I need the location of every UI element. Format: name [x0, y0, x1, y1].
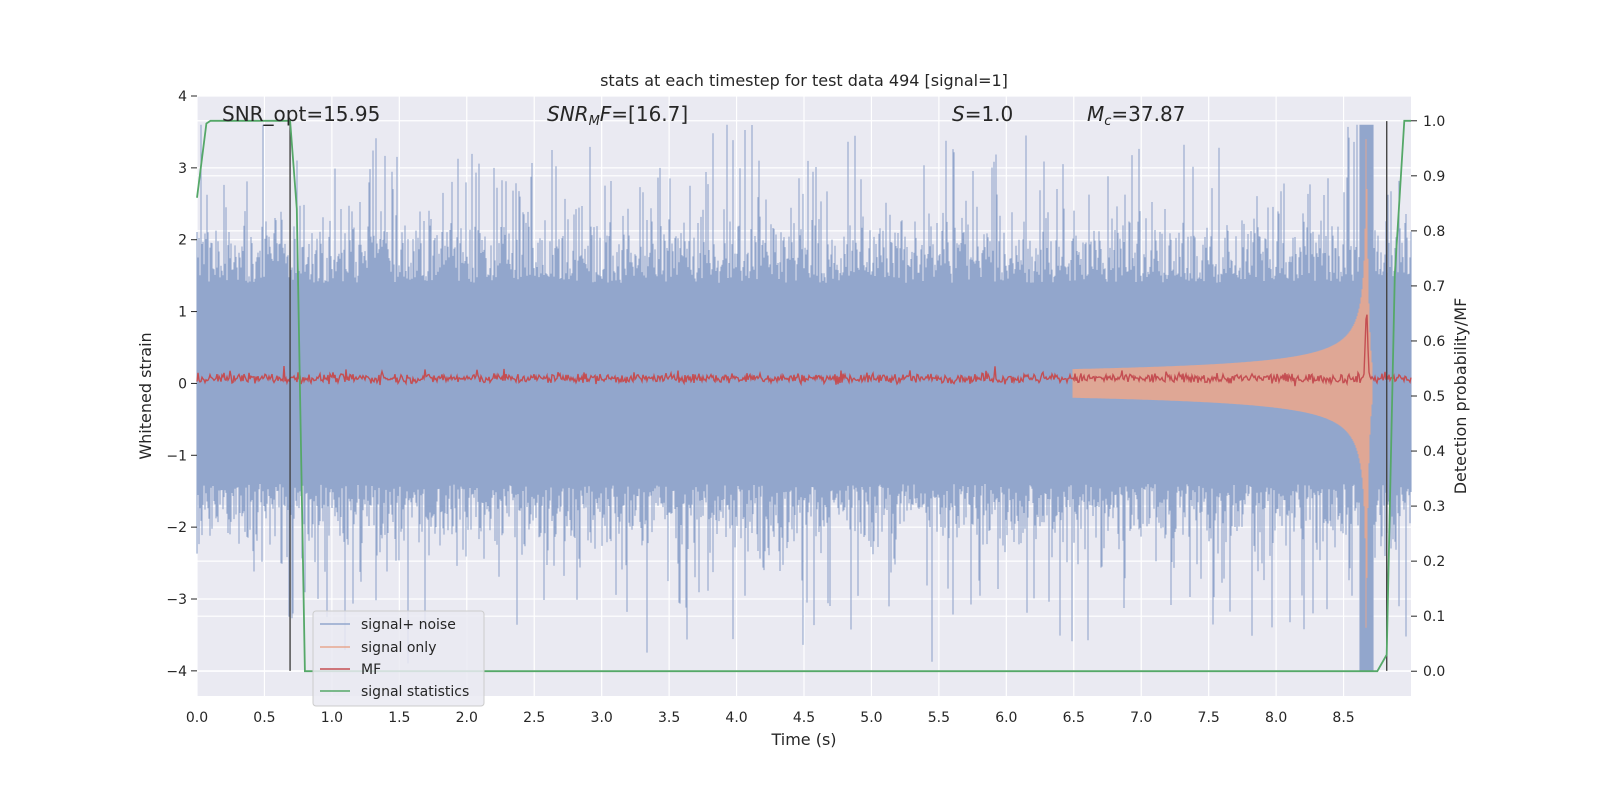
y-tick-label: 1 — [178, 305, 187, 321]
x-tick-label: 8.0 — [1265, 710, 1287, 726]
y-tick-label: 4 — [178, 89, 187, 105]
y-ticks: 4 3 2 1 0 −1 −2 −3 −4 — [166, 89, 197, 680]
snr-mf-subscript: M — [589, 114, 600, 129]
chart-title: stats at each timestep for test data 494… — [600, 71, 1008, 90]
s-value: =1.0 — [965, 102, 1014, 126]
annotation-s: S=1.0 — [952, 102, 1013, 126]
y-right-ticks: 1.0 0.9 0.8 0.7 0.6 0.5 0.4 0.3 0.2 0.1 0.0 — [1411, 114, 1445, 680]
y-right-tick-label: 0.9 — [1423, 169, 1445, 185]
y-tick-label: −3 — [166, 592, 187, 608]
y-right-tick-label: 0.2 — [1423, 554, 1445, 570]
x-tick-label: 5.5 — [928, 710, 950, 726]
x-tick-label: 1.5 — [388, 710, 410, 726]
x-tick-label: 5.0 — [860, 710, 882, 726]
y-right-axis-label: Detection probability/MF — [1451, 298, 1470, 495]
annotation-mc: Mc=37.87 — [1087, 102, 1185, 129]
x-tick-label: 0.0 — [186, 710, 208, 726]
y-right-tick-label: 0.0 — [1423, 664, 1445, 680]
y-tick-label: 0 — [178, 376, 187, 392]
series-mf — [196, 314, 1412, 387]
x-tick-label: 3.5 — [658, 710, 680, 726]
x-tick-label: 6.5 — [1063, 710, 1085, 726]
y-tick-label: 2 — [178, 233, 187, 249]
y-tick-label: −4 — [166, 664, 187, 680]
mc-subscript: c — [1104, 114, 1111, 129]
x-tick-label: 7.0 — [1130, 710, 1152, 726]
y-right-tick-label: 1.0 — [1423, 114, 1445, 130]
y-right-tick-label: 0.5 — [1423, 389, 1445, 405]
x-tick-label: 4.0 — [725, 710, 747, 726]
legend: signal+ noise signal only MF signal stat… — [312, 610, 485, 707]
legend-box — [312, 610, 485, 707]
legend-label-mf: MF — [361, 662, 381, 678]
snr-mf-value: =[16.7] — [611, 102, 688, 126]
snr-mf-symbol-2: F — [600, 102, 612, 126]
x-tick-label: 1.0 — [321, 710, 343, 726]
y-tick-label: −1 — [166, 448, 187, 464]
y-right-tick-label: 0.4 — [1423, 444, 1445, 460]
legend-label-signal-only: signal only — [361, 640, 436, 656]
x-axis-label: Time (s) — [770, 730, 836, 749]
x-tick-label: 6.0 — [995, 710, 1017, 726]
y-right-tick-label: 0.1 — [1423, 609, 1445, 625]
x-tick-label: 2.5 — [523, 710, 545, 726]
annotation-snr-opt: SNR_opt=15.95 — [222, 102, 380, 126]
legend-label-signal-statistics: signal statistics — [361, 684, 469, 700]
s-symbol: S — [952, 102, 965, 126]
y-axis-label: Whitened strain — [136, 332, 155, 459]
x-ticks: 0.0 0.5 1.0 1.5 2.0 2.5 3.0 3.5 4.0 4.5 5.0 5.5 6.0 6… — [186, 710, 1355, 726]
legend-label-signal-noise: signal+ noise — [361, 617, 456, 633]
y-right-tick-label: 0.8 — [1423, 224, 1445, 240]
y-tick-label: 3 — [178, 161, 187, 177]
series-signal-only — [1072, 139, 1373, 628]
x-tick-label: 8.5 — [1332, 710, 1354, 726]
y-right-tick-label: 0.6 — [1423, 334, 1445, 350]
y-tick-label: −2 — [166, 520, 187, 536]
x-tick-label: 4.5 — [793, 710, 815, 726]
x-tick-label: 7.5 — [1198, 710, 1220, 726]
annotation-snr-mf: SNRMF=[16.7] — [547, 102, 688, 129]
y-right-tick-label: 0.3 — [1423, 499, 1445, 515]
x-tick-label: 0.5 — [253, 710, 275, 726]
snr-mf-symbol: SNR — [547, 102, 589, 126]
x-tick-label: 3.0 — [591, 710, 613, 726]
mc-value: =37.87 — [1111, 102, 1185, 126]
mc-symbol: M — [1087, 102, 1104, 126]
x-tick-label: 2.0 — [456, 710, 478, 726]
y-right-tick-label: 0.7 — [1423, 279, 1445, 295]
